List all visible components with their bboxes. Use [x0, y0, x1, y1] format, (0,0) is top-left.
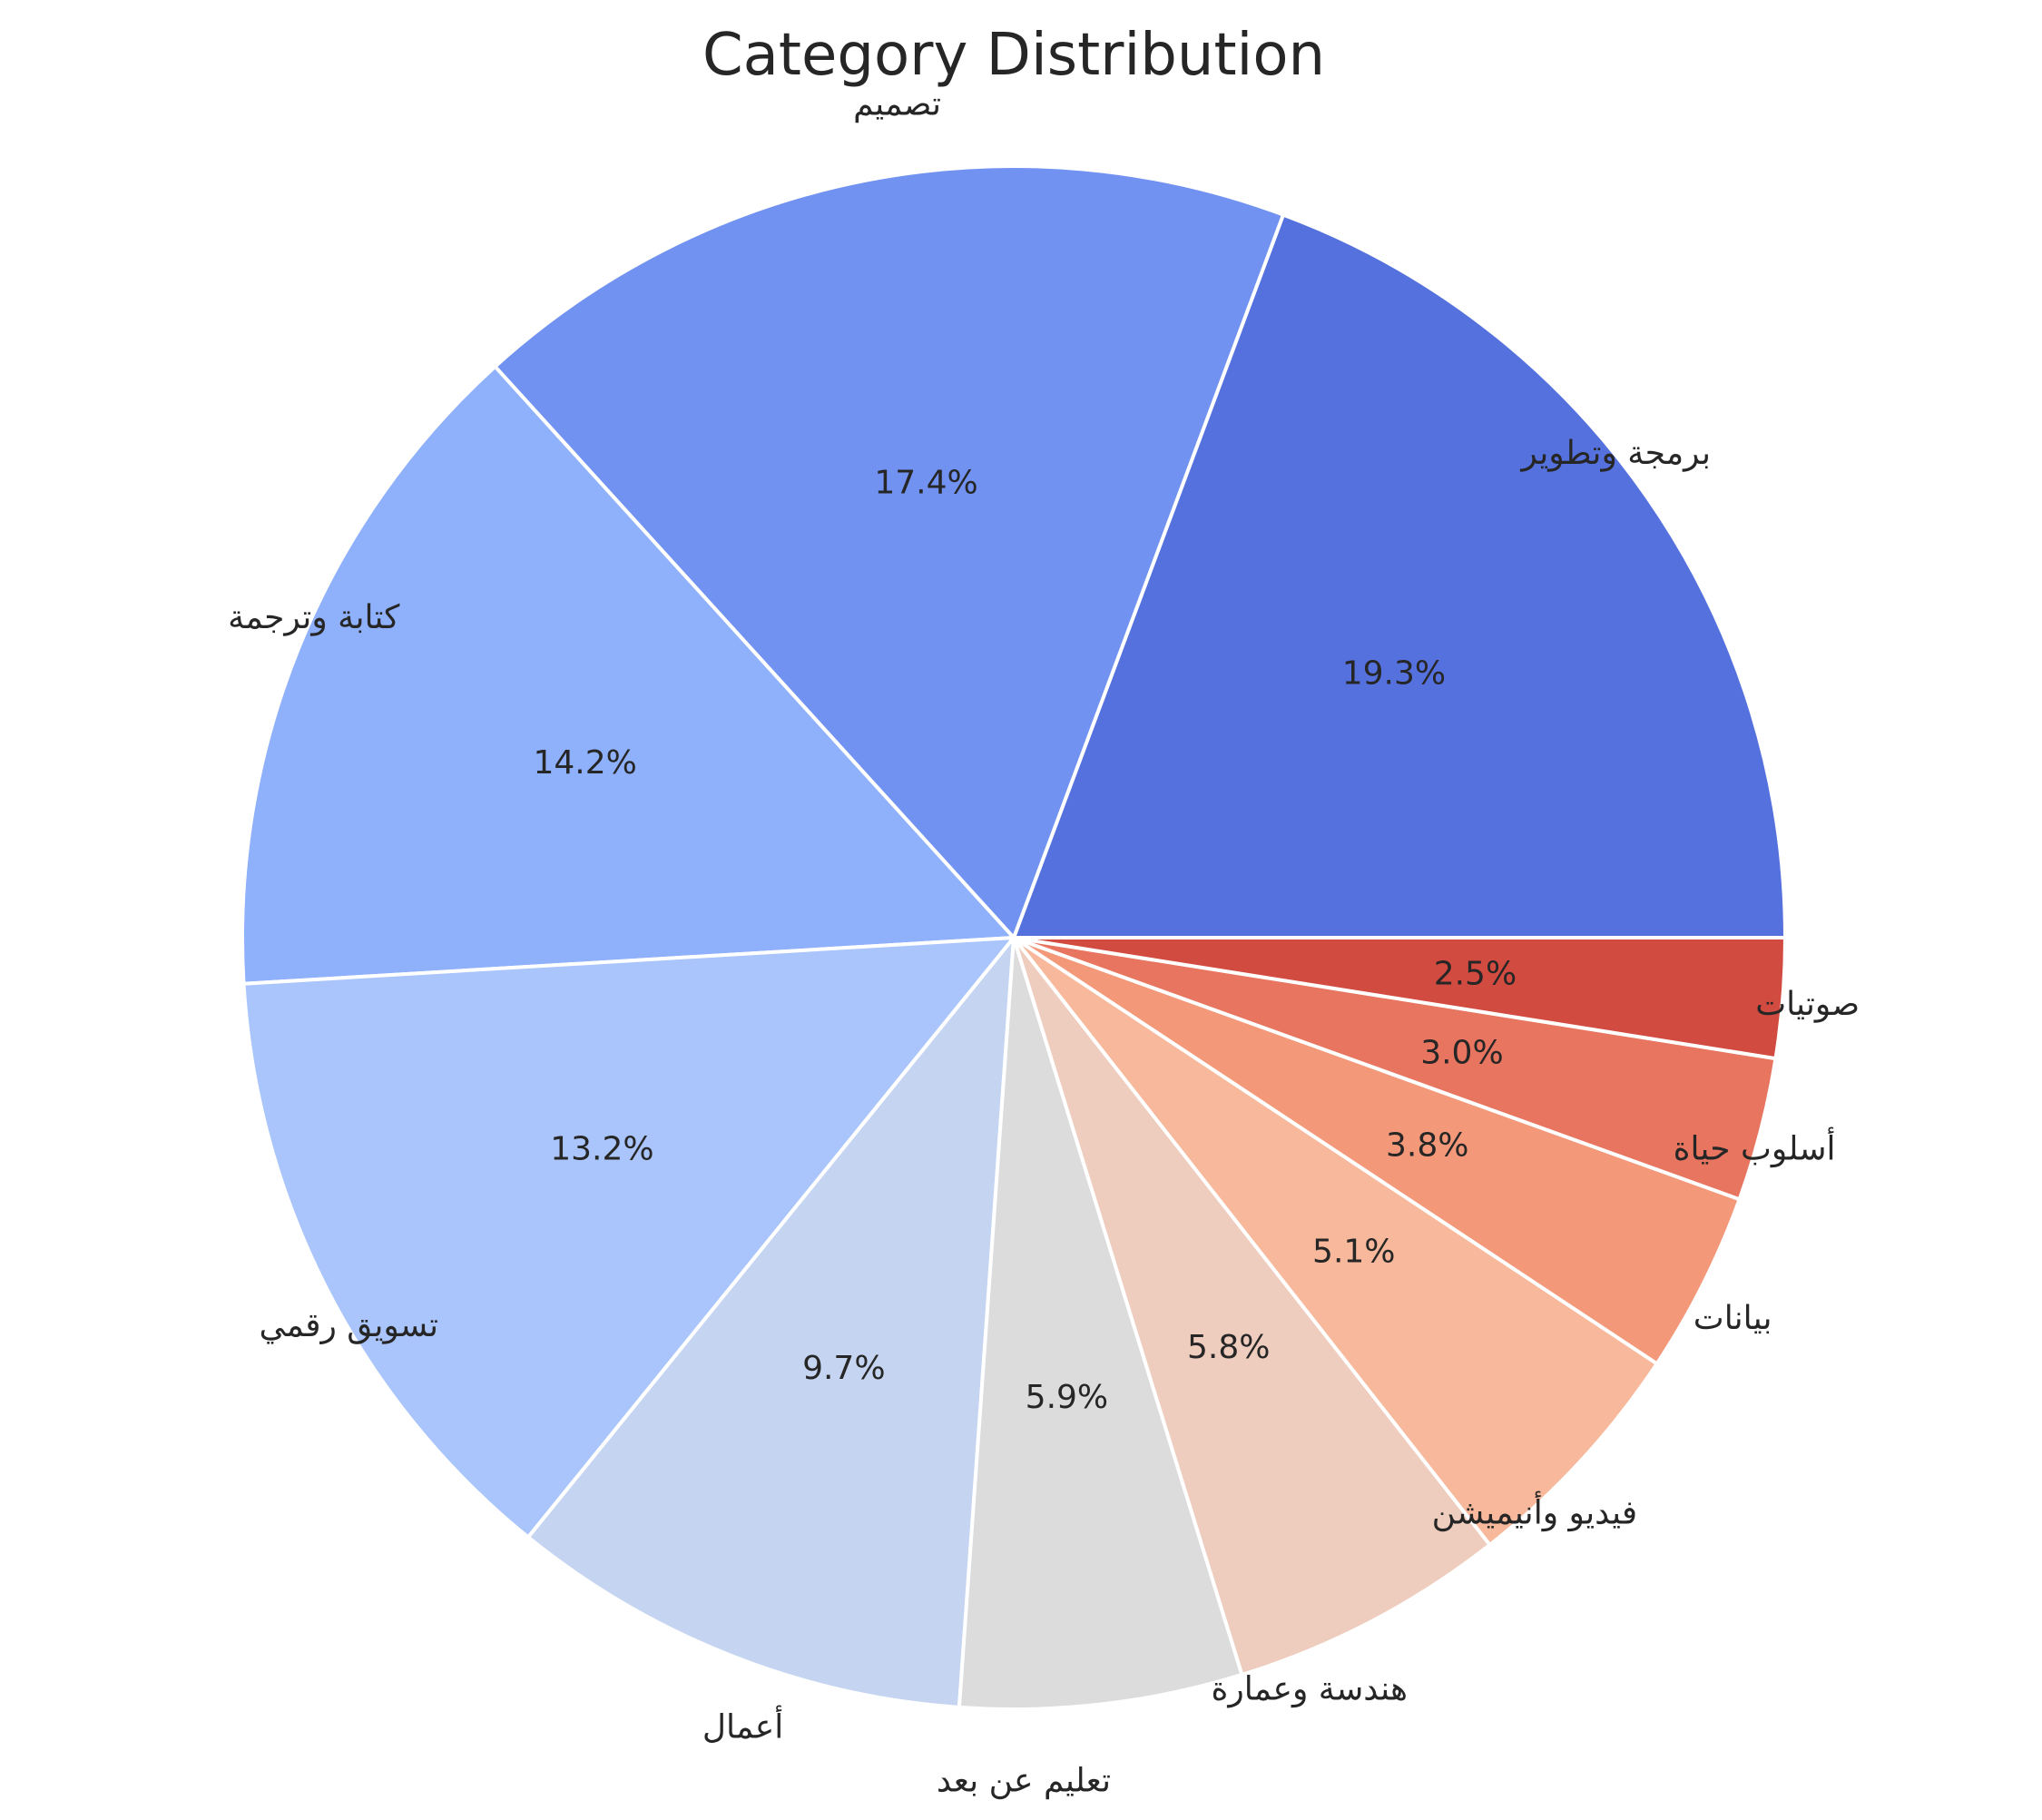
slice-category-label: أسلوب حياة [1674, 1126, 1836, 1167]
slice-percentage-label: 5.1% [1312, 1233, 1395, 1270]
category-labels: برمجة وتطوير تصميم كتابة وترجمة تسويق رقمي أ… [228, 85, 1860, 1799]
slice-category-label: بيانات [1693, 1300, 1772, 1337]
pie-slice [1012, 212, 1787, 940]
percentage-labels: 19.3% 17.4% 14.2% 13.2% 9.7% 5.9% 5.8% 5.1% 3.8%… [533, 465, 1517, 1416]
slice-category-label: تسويق رقمي [259, 1307, 438, 1344]
pie-slice [1012, 936, 1492, 1677]
pie-slice [1012, 936, 1742, 1366]
slice-category-label: فيديو وأنيميشن [1432, 1491, 1638, 1532]
slice-percentage-label: 5.8% [1187, 1329, 1270, 1366]
slice-category-label: تصميم [853, 85, 941, 123]
pie-slice [241, 364, 1016, 986]
slice-category-label: كتابة وترجمة [228, 599, 400, 636]
slice-category-label: هندسة وعمارة [1211, 1671, 1408, 1708]
slice-category-label: صوتيات [1755, 986, 1860, 1023]
slice-percentage-label: 17.4% [874, 465, 977, 502]
pie-slice [957, 936, 1244, 1711]
slice-percentage-label: 19.3% [1342, 655, 1446, 693]
slice-percentage-label: 9.7% [802, 1350, 885, 1387]
slice-percentage-label: 3.0% [1420, 1034, 1503, 1071]
pie-slice [1012, 936, 1787, 1061]
chart-title: Category Distribution [702, 22, 1325, 89]
slice-percentage-label: 13.2% [550, 1131, 653, 1168]
slice-percentage-label: 2.5% [1434, 956, 1517, 993]
slice-percentage-label: 5.9% [1026, 1379, 1108, 1416]
slice-category-label: تعليم عن بعد [937, 1762, 1111, 1799]
pie-slice [1012, 936, 1659, 1547]
slice-percentage-label: 3.8% [1386, 1126, 1468, 1164]
slice-category-label: أعمال [702, 1705, 783, 1746]
pie-slice [493, 164, 1285, 940]
slice-category-label: برمجة وتطوير [1519, 435, 1711, 472]
slice-percentage-label: 14.2% [533, 744, 636, 782]
pie-slice [241, 936, 1016, 1540]
pie-slice [525, 936, 1016, 1709]
pie-slices [241, 164, 1787, 1711]
